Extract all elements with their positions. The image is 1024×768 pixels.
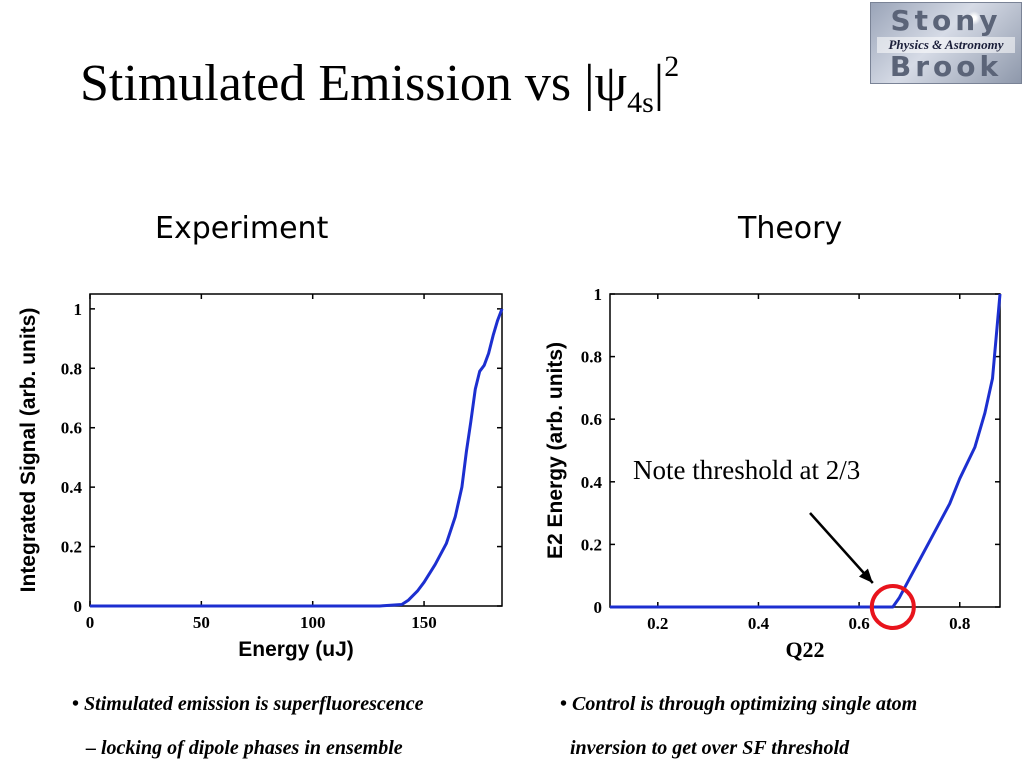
- experiment-y-axis-label: Integrated Signal (arb. units): [17, 308, 40, 593]
- bullet-left-line-2: – locking of dipole phases in ensemble: [86, 737, 403, 759]
- experiment-x-tick-label: 150: [411, 613, 437, 632]
- theory-x-tick-label: 0.4: [748, 614, 770, 633]
- experiment-series-line: [90, 308, 504, 608]
- title-main: Stimulated Emission vs |ψ: [80, 55, 628, 112]
- theory-x-tick-label: 0.8: [949, 614, 970, 633]
- logo-star-icon: [967, 11, 981, 25]
- theory-y-tick-label: 0.2: [581, 535, 602, 554]
- bullet-marker: •: [560, 693, 568, 715]
- experiment-y-tick-label: 0: [74, 597, 83, 616]
- theory-x-axis-label: Q22: [785, 637, 824, 662]
- logo-top-word: Stony: [890, 4, 1002, 37]
- arrow-head-icon: [858, 568, 873, 583]
- theory-x-tick-label: 0.6: [848, 614, 869, 633]
- title-subscript: 4s: [627, 86, 654, 119]
- logo-bottom-word: Brook: [889, 50, 1003, 83]
- theory-y-tick-label: 0.4: [581, 473, 603, 492]
- experiment-plot-frame: [89, 293, 503, 607]
- experiment-x-tick-label: 0: [86, 613, 95, 632]
- experiment-chart: 0 50 100 150 0 0.2 0.4 0.6 0.8 1 Energy (uJ) Inte…: [17, 293, 504, 661]
- bullet-right-line-2: inversion to get over SF threshold: [570, 737, 850, 759]
- bullet-left-text-1: Stimulated emission is superfluorescence: [84, 693, 424, 715]
- title-superscript: 2: [664, 50, 680, 83]
- theory-y-tick-label: 0.8: [581, 348, 602, 367]
- theory-heading: Theory: [738, 211, 843, 246]
- stony-brook-logo: Stony Physics & Astronomy Brook: [870, 2, 1022, 84]
- experiment-y-tick-label: 0.6: [61, 419, 82, 438]
- experiment-heading: Experiment: [155, 211, 329, 246]
- theory-y-tick-label: 0.6: [581, 410, 602, 429]
- experiment-y-tick-label: 1: [74, 300, 83, 319]
- theory-chart: 0.2 0.4 0.6 0.8 0 0.2 0.4 0.6 0.8 1 Q22 E2 Energy…: [544, 285, 1002, 662]
- theory-x-tick-label: 0.2: [647, 614, 668, 633]
- threshold-circle: [869, 584, 916, 630]
- bullet-right-line-1: • Control is through optimizing single a…: [560, 694, 917, 714]
- threshold-arrow: [809, 512, 874, 584]
- experiment-y-tick-label: 0.4: [61, 478, 83, 497]
- threshold-annotation: Note threshold at 2/3: [633, 455, 861, 485]
- theory-y-tick-label: 1: [594, 285, 603, 304]
- title-tail: |: [653, 55, 665, 112]
- experiment-y-tick-label: 0.8: [61, 359, 82, 378]
- experiment-x-axis-label: Energy (uJ): [238, 638, 354, 661]
- logo-middle-word: Physics & Astronomy: [877, 37, 1015, 53]
- experiment-x-tick-label: 100: [300, 613, 326, 632]
- theory-y-tick-label: 0: [594, 598, 603, 617]
- theory-series-line: [610, 293, 1002, 609]
- theory-plot-frame: [609, 293, 1001, 608]
- theory-y-axis-label: E2 Energy (arb. units): [544, 342, 567, 559]
- bullet-marker: •: [72, 693, 80, 715]
- slide-title: Stimulated Emission vs |ψ4s|2: [80, 52, 679, 118]
- experiment-x-tick-label: 50: [193, 613, 210, 632]
- bullet-left-line-1: • Stimulated emission is superfluorescen…: [72, 694, 423, 714]
- experiment-y-tick-label: 0.2: [61, 538, 82, 557]
- bullet-right-text-1: Control is through optimizing single ato…: [572, 693, 918, 715]
